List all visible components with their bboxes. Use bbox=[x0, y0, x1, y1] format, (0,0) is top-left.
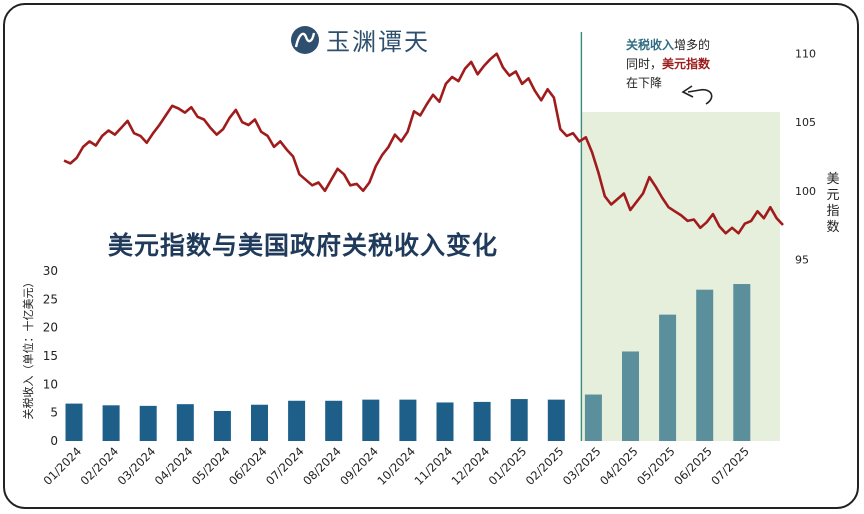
tariff-bar-06/2024 bbox=[251, 404, 268, 441]
tariff-bar-08/2024 bbox=[325, 400, 343, 441]
x-tick-label: 08/2024 bbox=[300, 444, 344, 488]
tariff-bar-05/2025 bbox=[659, 314, 677, 441]
tariff-bar-01/2024 bbox=[65, 403, 83, 441]
annotation-tariff-label: 关税收入 bbox=[626, 38, 675, 52]
tariff-bar-07/2025 bbox=[733, 284, 751, 441]
annotation-dxy-label: 美元指数 bbox=[662, 57, 711, 71]
tariff-bar-04/2025 bbox=[622, 351, 639, 441]
x-tick-label: 07/2024 bbox=[263, 444, 307, 488]
dxy-series-line bbox=[63, 52, 784, 235]
tariff-bar-07/2024 bbox=[288, 400, 306, 441]
left-tick-label: 15 bbox=[43, 349, 58, 363]
tariff-bar-06/2025 bbox=[696, 289, 714, 441]
x-axis-ticks: 01/202402/202403/202404/202405/202406/20… bbox=[40, 444, 751, 488]
chart-title: 美元指数与美国政府关税收入变化 bbox=[108, 231, 499, 260]
tariff-bar-01/2025 bbox=[510, 399, 528, 441]
annotation-segment: 同时， bbox=[626, 57, 663, 71]
tariff-bars bbox=[65, 284, 751, 441]
tariff-bar-11/2024 bbox=[436, 402, 454, 441]
x-tick-label: 03/2025 bbox=[560, 444, 604, 488]
left-tick-label: 25 bbox=[43, 292, 58, 306]
annotation-segment: 在下降 bbox=[626, 76, 663, 90]
right-tick-label: 100 bbox=[795, 185, 816, 198]
x-tick-label: 01/2025 bbox=[486, 444, 530, 488]
tariff-bar-09/2024 bbox=[362, 399, 380, 441]
annotation-text: 关税收入增多的 同时，美元指数 在下降 bbox=[626, 36, 710, 93]
logo-wave-icon bbox=[291, 25, 319, 54]
right-tick-label: 105 bbox=[795, 116, 816, 129]
tariff-bar-03/2025 bbox=[584, 394, 602, 441]
right-tick-label: 110 bbox=[795, 48, 816, 61]
left-tick-label: 0 bbox=[50, 434, 58, 448]
x-tick-label: 02/2024 bbox=[78, 444, 122, 488]
x-tick-label: 03/2024 bbox=[115, 444, 159, 488]
x-tick-label: 05/2024 bbox=[189, 444, 233, 488]
tariff-bar-05/2024 bbox=[213, 410, 231, 441]
tariff-bar-12/2024 bbox=[473, 401, 491, 441]
x-tick-label: 04/2025 bbox=[597, 444, 641, 488]
x-tick-label: 11/2024 bbox=[411, 444, 455, 488]
left-tick-label: 5 bbox=[50, 406, 58, 420]
left-axis-ticks: 0 5 10 15 20 25 30 bbox=[43, 264, 58, 448]
right-axis-title: 美元指数 bbox=[826, 172, 840, 235]
left-tick-label: 30 bbox=[43, 264, 58, 278]
x-tick-label: 06/2025 bbox=[671, 444, 715, 488]
right-axis-ticks: 95 100 105 110 bbox=[795, 48, 816, 267]
annotation-segment: 增多的 bbox=[674, 38, 711, 52]
x-tick-label: 09/2024 bbox=[337, 444, 381, 488]
left-tick-label: 10 bbox=[43, 377, 58, 391]
x-tick-label: 05/2025 bbox=[634, 444, 678, 488]
left-tick-label: 20 bbox=[43, 321, 58, 335]
x-tick-label: 07/2025 bbox=[708, 444, 752, 488]
tariff-bar-02/2025 bbox=[547, 399, 565, 441]
logo-text: 玉渊谭天 bbox=[326, 28, 430, 56]
x-tick-label: 01/2024 bbox=[40, 444, 84, 488]
tariff-bar-03/2024 bbox=[139, 405, 157, 441]
x-tick-label: 06/2024 bbox=[226, 444, 270, 488]
logo: 玉渊谭天 bbox=[290, 22, 430, 57]
x-tick-label: 02/2025 bbox=[523, 444, 567, 488]
annotation-arrowhead bbox=[681, 85, 694, 98]
left-axis-title: 关税收入（单位：十亿美元） bbox=[22, 276, 35, 420]
x-tick-label: 04/2024 bbox=[152, 444, 196, 488]
x-tick-label: 12/2024 bbox=[449, 444, 493, 488]
tariff-bar-02/2024 bbox=[102, 405, 120, 441]
right-tick-label: 95 bbox=[795, 253, 809, 266]
x-tick-label: 10/2024 bbox=[374, 444, 418, 488]
tariff-bar-04/2024 bbox=[176, 404, 194, 441]
tariff-bar-10/2024 bbox=[399, 399, 417, 441]
annotation-arrow bbox=[687, 88, 713, 105]
